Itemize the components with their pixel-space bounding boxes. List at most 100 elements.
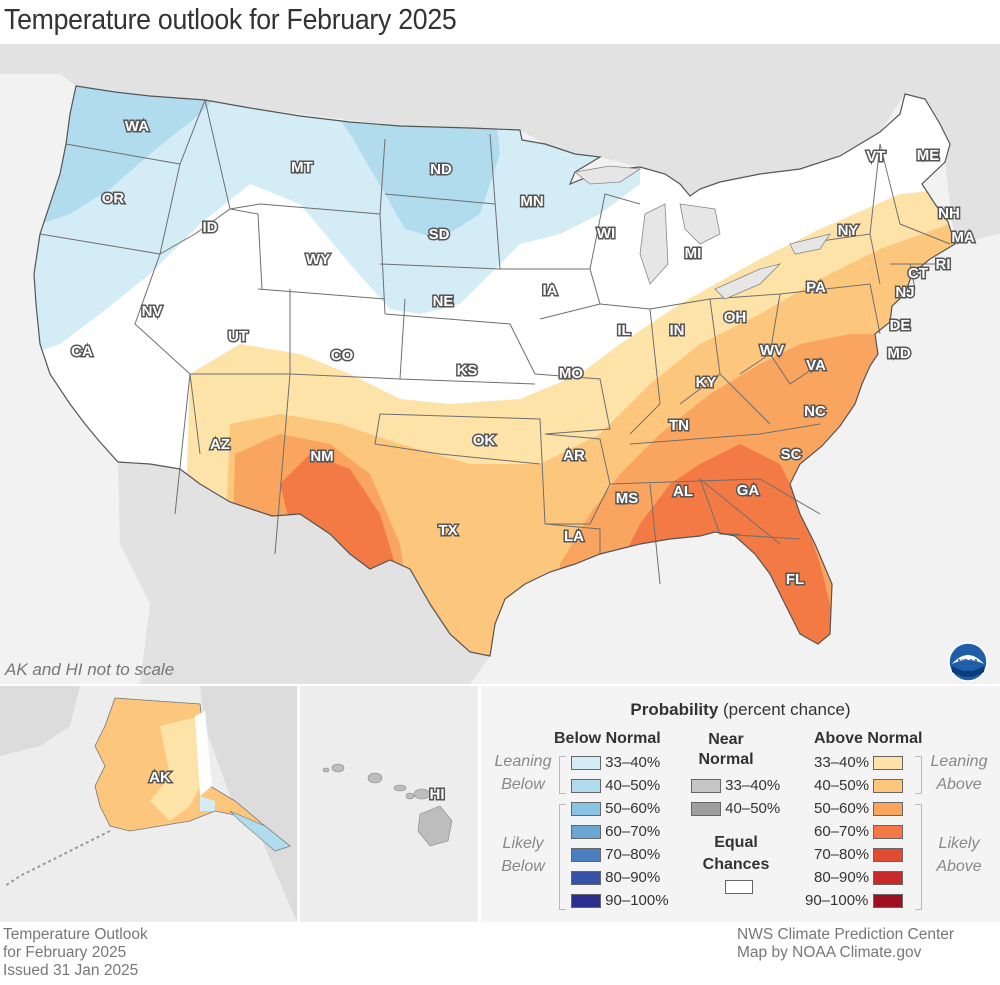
legend-swatch — [873, 802, 904, 817]
legend-leaning-above-label: Leaning Above — [930, 753, 988, 793]
footer-outlook-name: Temperature Outlook — [3, 926, 148, 943]
state-label-md: MD — [887, 345, 910, 362]
state-label-sc: SC — [781, 446, 802, 463]
alaska-leaning-above — [150, 716, 205, 821]
state-label-nh: NH — [938, 205, 960, 222]
legend-bracket-likely-above — [915, 804, 922, 910]
legend-leaning-below-label: Leaning Below — [494, 753, 552, 793]
state-label-nm: NM — [310, 448, 333, 465]
legend-bracket-likely-below — [559, 804, 566, 910]
legend-bracket-leaning-below — [559, 756, 566, 794]
legend-swatch — [873, 825, 904, 840]
legend-swatch — [873, 756, 904, 771]
legend-row-above-6: 80–90% — [814, 869, 904, 887]
legend-row-below-7: 90–100% — [571, 892, 669, 910]
legend-row-below-6: 80–90% — [571, 869, 660, 887]
state-label-ar: AR — [563, 447, 585, 464]
state-label-wa: WA — [125, 118, 149, 135]
legend-row-below-1: 33–40% — [571, 754, 660, 772]
legend-swatch — [571, 802, 601, 817]
state-label-oh: OH — [724, 309, 747, 326]
aleutian-islands — [4, 830, 111, 887]
state-label-ky: KY — [696, 374, 717, 391]
mexico-landmass — [118, 462, 490, 684]
legend-below-header: Below Normal — [554, 730, 661, 747]
state-label-al: AL — [673, 483, 693, 500]
state-label-mn: MN — [520, 193, 543, 210]
hawaii-inset[interactable]: HI — [300, 686, 478, 922]
legend-row-below-4: 60–70% — [571, 823, 660, 841]
state-label-ms: MS — [616, 490, 639, 507]
state-label-va: VA — [806, 357, 826, 374]
state-label-wv: WV — [760, 342, 784, 359]
legend-row-above-5: 70–80% — [814, 846, 904, 864]
alaska-panhandle-below — [200, 796, 215, 811]
alaska-inset[interactable]: AK — [0, 686, 297, 922]
legend-swatch — [571, 894, 601, 909]
state-label-nj: NJ — [895, 284, 914, 301]
legend-swatch — [873, 871, 904, 886]
footer-left: Temperature Outlook for February 2025 Is… — [3, 926, 148, 980]
state-label-tx: TX — [438, 522, 457, 539]
state-label-az: AZ — [210, 436, 230, 453]
legend-row-below-3: 50–60% — [571, 800, 660, 818]
state-label-ia: IA — [543, 282, 558, 299]
state-label-pa: PA — [806, 279, 826, 296]
state-label-nc: NC — [804, 403, 826, 420]
legend-bracket-leaning-above — [915, 756, 922, 794]
legend-likely-below-label: Likely Below — [501, 835, 545, 875]
footer-credit: Map by NOAA Climate.gov — [737, 944, 922, 961]
legend-likely-above-label: Likely Above — [936, 835, 982, 875]
legend-row-near-2: 40–50% — [691, 800, 780, 818]
alaska-panhandle-islands — [229, 810, 291, 852]
legend-row-above-3: 50–60% — [814, 800, 904, 818]
state-label-id: ID — [203, 219, 218, 236]
canada-landmass — [0, 44, 1000, 244]
state-label-ne: NE — [433, 293, 454, 310]
legend-equal-chances-label: Equal Chances — [702, 834, 770, 873]
state-label-de: DE — [890, 317, 911, 334]
legend-swatch — [873, 779, 904, 794]
map-scale-note: AK and HI not to scale — [5, 660, 175, 679]
state-label-la: LA — [564, 528, 584, 545]
footer-right: NWS Climate Prediction Center Map by NOA… — [737, 926, 954, 962]
page-title: Temperature outlook for February 2025 — [4, 4, 457, 36]
noaa-logo: NOAA — [948, 642, 988, 682]
state-label-mt: MT — [291, 159, 313, 176]
conus-map[interactable]: WA OR CA ID NV MT WY UT AZ CO NM ND SD N… — [0, 44, 1000, 684]
great-lakes — [574, 165, 831, 300]
canada-yukon-landmass — [200, 686, 297, 922]
state-label-co: CO — [331, 347, 354, 364]
state-labels: WA OR CA ID NV MT WY UT AZ CO NM ND SD N… — [70, 116, 977, 589]
state-label-ak: AK — [149, 769, 171, 786]
legend-swatch — [571, 871, 601, 886]
legend-swatch — [691, 802, 721, 817]
state-label-in: IN — [670, 322, 685, 339]
legend-swatch-equal-chances — [725, 880, 753, 894]
hawaii-islands — [322, 763, 453, 847]
legend-row-below-2: 40–50% — [571, 777, 660, 795]
state-label-ca: CA — [71, 343, 93, 360]
state-label-il: IL — [617, 322, 630, 339]
state-label-ok: OK — [473, 432, 496, 449]
legend-swatch — [872, 894, 903, 909]
legend-swatch — [571, 848, 601, 863]
footer-issued-date: Issued 31 Jan 2025 — [3, 962, 139, 979]
state-label-ny: NY — [838, 222, 859, 239]
state-label-ut: UT — [228, 328, 248, 345]
legend-swatch — [571, 825, 601, 840]
footer-source: NWS Climate Prediction Center — [737, 926, 955, 943]
legend-swatch — [571, 779, 601, 794]
legend-swatch — [691, 779, 721, 794]
state-label-ri: RI — [936, 256, 951, 273]
legend-swatch — [873, 848, 904, 863]
state-label-fl: FL — [786, 571, 804, 588]
legend-row-below-5: 70–80% — [571, 846, 660, 864]
above-60-70-southwest — [280, 454, 395, 584]
state-label-wy: WY — [306, 251, 330, 268]
legend-near-header: Near Normal — [698, 731, 754, 768]
legend-row-above-2: 40–50% — [814, 777, 904, 795]
state-label-wi: WI — [597, 225, 615, 242]
state-label-sd: SD — [429, 226, 450, 243]
legend-row-above-1: 33–40% — [814, 754, 904, 772]
